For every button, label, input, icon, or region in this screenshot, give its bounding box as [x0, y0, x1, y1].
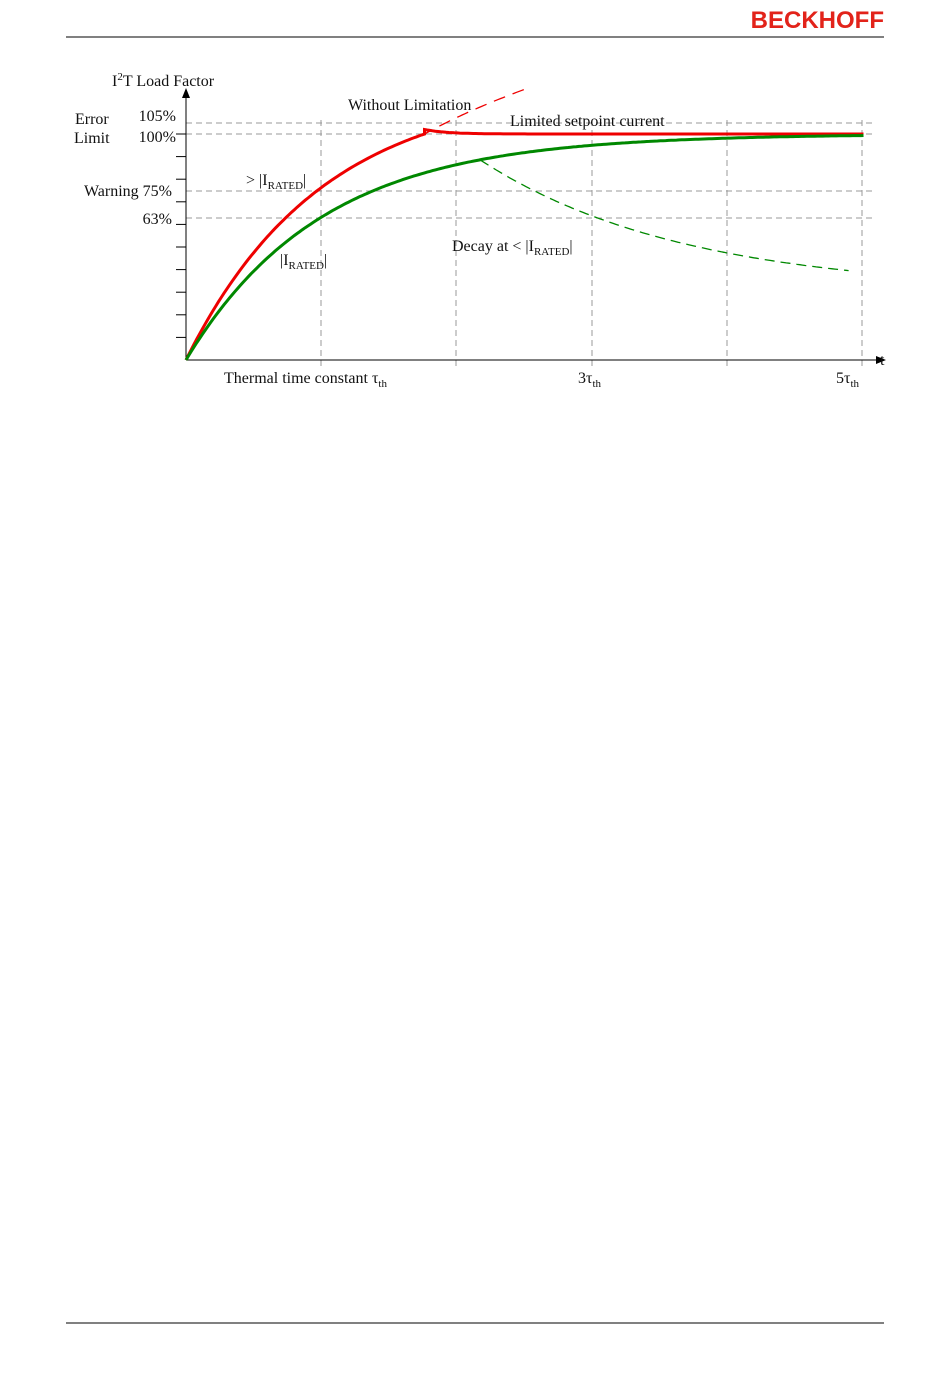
x-label: t [880, 352, 885, 369]
limited-curve [184, 127, 864, 361]
y-arrow [182, 88, 190, 98]
annotation: |IRATED| [280, 252, 327, 272]
annotation: Without Limitation [348, 97, 471, 114]
annotation: > |IRATED| [246, 172, 306, 192]
x-label: 3τth [578, 370, 601, 390]
y-ticks [176, 133, 186, 338]
label: 100% [139, 129, 176, 146]
label: Limit [74, 130, 110, 147]
guides [186, 120, 872, 370]
rated-curve [184, 134, 864, 361]
decay-curve [479, 159, 849, 272]
label: 105% [139, 108, 176, 125]
label: Warning 75% [84, 183, 172, 200]
x-arrow [876, 356, 886, 364]
diagram: I2T Load Factor Error 105% Limit 100% Wa… [74, 71, 886, 390]
x-label: Thermal time constant τth [224, 370, 387, 390]
logo: BECKHOFF [751, 7, 884, 34]
y-title: I2T Load Factor [112, 71, 215, 90]
label: Error [75, 111, 109, 128]
label: 63% [143, 211, 172, 228]
annotation: Decay at < |IRATED| [452, 238, 573, 258]
x-label: 5τth [836, 370, 859, 390]
annotation: Limited setpoint current [510, 113, 665, 130]
